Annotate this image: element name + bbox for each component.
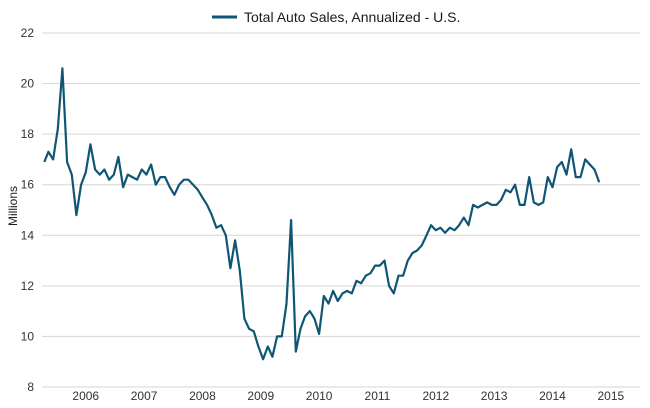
x-tick-label: 2012 — [422, 389, 449, 403]
x-tick-label: 2007 — [131, 389, 158, 403]
x-tick-label: 2009 — [247, 389, 274, 403]
x-tick-label: 2008 — [189, 389, 216, 403]
y-tick-label: 12 — [21, 279, 35, 293]
y-axis-ticks: 8 10 12 14 16 18 20 22 — [21, 26, 35, 394]
x-tick-label: 2006 — [72, 389, 99, 403]
series-line — [43, 67, 601, 361]
y-tick-label: 22 — [21, 26, 35, 40]
y-tick-label: 18 — [21, 127, 35, 141]
y-tick-label: 10 — [21, 329, 35, 343]
x-axis-ticks: 2006 2007 2008 2009 2010 2011 2012 2013 2014 2015 — [72, 389, 624, 403]
legend-label: Total Auto Sales, Annualized - U.S. — [244, 9, 460, 25]
legend: Total Auto Sales, Annualized - U.S. — [212, 9, 460, 25]
y-tick-label: 8 — [27, 380, 34, 394]
series-lines — [43, 67, 601, 361]
x-tick-label: 2013 — [481, 389, 508, 403]
x-tick-label: 2010 — [306, 389, 333, 403]
x-tick-label: 2011 — [365, 389, 391, 403]
y-axis-title: Millions — [6, 186, 20, 226]
gridlines — [42, 32, 640, 388]
y-tick-label: 14 — [21, 228, 35, 242]
x-tick-label: 2015 — [597, 389, 624, 403]
y-tick-label: 16 — [21, 178, 35, 192]
y-tick-label: 20 — [21, 77, 35, 91]
x-tick-label: 2014 — [539, 389, 566, 403]
